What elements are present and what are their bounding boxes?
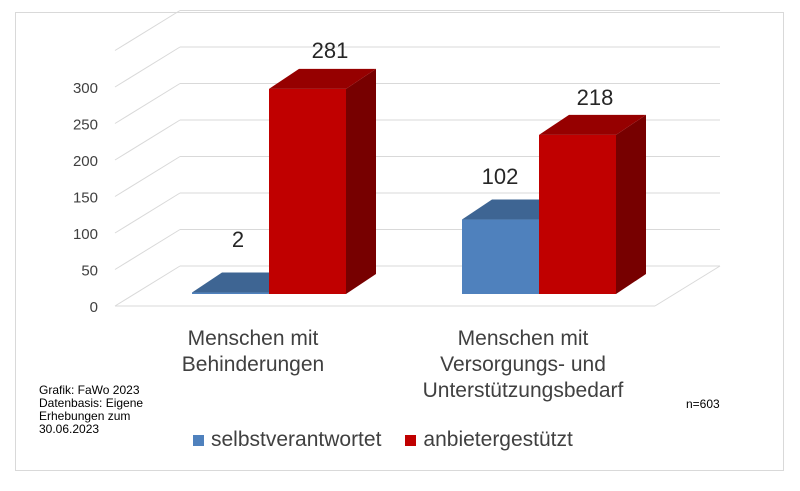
category-label: Unterstützungsbedarf <box>423 379 624 402</box>
bar-side-anbietergestützt <box>346 68 376 295</box>
y-tick-label: 150 <box>73 190 98 207</box>
credit-line-4: 30.06.2023 <box>39 422 100 436</box>
y-tick-label: 100 <box>73 226 98 243</box>
category-label: Menschen mit <box>458 327 589 350</box>
data-label: 102 <box>482 164 519 189</box>
bar-selbstverantwortet <box>462 219 539 294</box>
y-tick-label: 300 <box>73 80 98 97</box>
y-tick-label: 0 <box>90 299 98 316</box>
side-gridline <box>114 10 181 51</box>
bar-side-anbietergestützt <box>616 114 646 294</box>
category-label: Menschen mit <box>188 327 319 350</box>
floor-right-edge <box>654 265 721 307</box>
side-gridline <box>114 192 181 234</box>
side-gridline <box>114 46 181 88</box>
side-gridline <box>114 265 181 307</box>
side-gridline <box>114 83 181 124</box>
bar-top-anbietergestützt <box>269 68 376 89</box>
legend-label-anbietergestuetzt: anbietergestützt <box>423 428 573 451</box>
data-label: 218 <box>577 85 614 110</box>
credit-line-1: Grafik: FaWo 2023 <box>39 383 140 397</box>
y-tick-label: 50 <box>81 263 98 280</box>
side-gridline <box>114 229 181 270</box>
bar-top-anbietergestützt <box>539 114 646 135</box>
category-label: Versorgungs- und <box>440 353 606 376</box>
data-label: 281 <box>312 38 349 63</box>
legend: selbstverantwortet anbietergestützt <box>193 428 597 452</box>
y-tick-label: 250 <box>73 117 98 134</box>
bar-anbietergestützt <box>539 134 616 294</box>
credit-line-3: Erhebungen zum <box>39 409 131 423</box>
category-label: Behinderungen <box>182 353 324 376</box>
chart-credit: Grafik: FaWo 2023 Datenbasis: Eigene Erh… <box>39 384 179 436</box>
credit-line-2: Datenbasis: Eigene <box>39 396 144 410</box>
legend-item-selbstverantwortet: selbstverantwortet <box>193 428 381 452</box>
side-gridline <box>114 156 181 197</box>
legend-swatch-blue <box>193 434 204 446</box>
legend-label-selbstverantwortet: selbstverantwortet <box>211 428 382 451</box>
side-gridline <box>114 119 181 161</box>
y-tick-label: 200 <box>73 153 98 170</box>
legend-swatch-red <box>405 434 417 446</box>
bar-anbietergestützt <box>269 88 346 295</box>
bar-selbstverantwortet <box>192 292 269 294</box>
data-label: 2 <box>232 227 244 252</box>
sample-size: n=603 <box>686 397 720 411</box>
chart-frame <box>15 12 784 471</box>
legend-item-anbietergestuetzt: anbietergestützt <box>405 428 573 452</box>
